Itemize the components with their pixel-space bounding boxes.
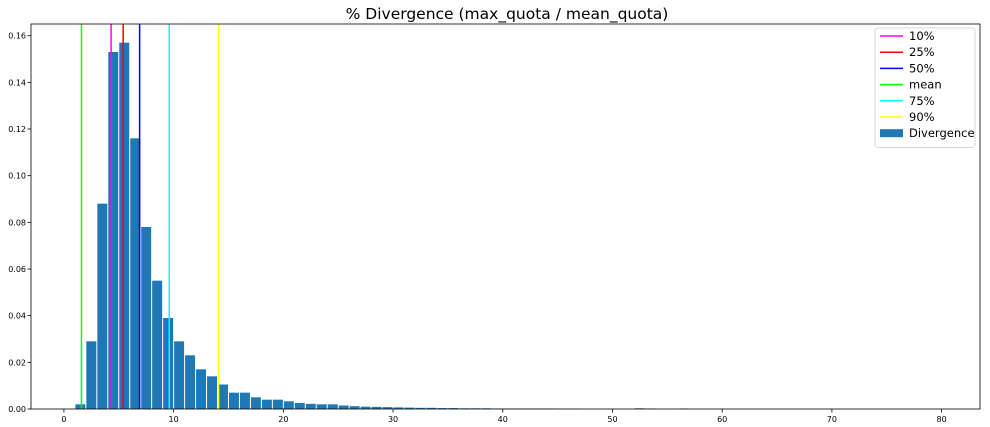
histogram-bar [382, 407, 393, 409]
legend-label: mean [909, 78, 942, 92]
histogram-bar [108, 52, 119, 409]
histogram-bar [239, 392, 250, 409]
histogram-bar [437, 408, 448, 409]
legend-label: 10% [909, 29, 935, 43]
histogram-bar [426, 407, 437, 409]
histogram-bar [305, 403, 316, 409]
histogram-bar [415, 407, 426, 409]
histogram-bar [316, 404, 327, 409]
histogram-bar [283, 401, 294, 409]
y-tick-label: 0.12 [8, 125, 26, 134]
plot-background [31, 24, 980, 409]
histogram-bar [97, 203, 108, 409]
histogram-bar [174, 341, 185, 409]
histogram-bar [141, 227, 152, 409]
y-tick-label: 0.16 [8, 32, 26, 41]
histogram-bar [349, 406, 360, 409]
histogram-bar [75, 404, 86, 409]
histogram-bar [207, 376, 218, 409]
legend-label: 90% [909, 110, 935, 124]
y-tick-label: 0.10 [8, 172, 26, 181]
x-tick-label: 50 [607, 415, 617, 424]
x-tick-label: 60 [717, 415, 727, 424]
legend: 10% 25% 50% mean 75% 90% Divergence [874, 27, 976, 148]
legend-label: 75% [909, 94, 935, 108]
legend-patch-swatch [880, 129, 903, 138]
legend-label: Divergence [909, 126, 975, 140]
histogram-bar [185, 355, 196, 409]
legend-label: 25% [909, 45, 935, 59]
histogram-bar [338, 405, 349, 409]
histogram-bar [130, 138, 141, 409]
histogram-bar [86, 341, 97, 409]
plot-area [30, 23, 981, 410]
x-axis: 0 10 20 30 40 50 60 70 80 [61, 409, 947, 424]
histogram-bar [360, 406, 371, 409]
legend-label: 50% [909, 61, 935, 75]
x-tick-label: 0 [61, 415, 66, 424]
y-tick-label: 0.04 [8, 312, 26, 321]
histogram-bar [393, 407, 404, 409]
histogram-bar [250, 397, 261, 409]
histogram-bar [261, 399, 272, 409]
y-tick-label: 0.02 [8, 358, 26, 367]
histogram-bar [404, 407, 415, 409]
x-tick-label: 80 [937, 415, 947, 424]
y-axis: 0.00 0.02 0.04 0.06 0.08 0.10 0.12 0.14 0.16 [8, 32, 31, 414]
histogram-bar [152, 280, 163, 409]
plot-border [30, 23, 981, 410]
histogram-bar [294, 402, 305, 409]
histogram-bar [196, 369, 207, 409]
y-tick-label: 0.14 [8, 78, 26, 87]
y-tick-label: 0.00 [8, 405, 26, 414]
histogram-bar [371, 406, 382, 409]
histogram-bar [327, 404, 338, 409]
histogram-bar [272, 399, 283, 409]
chart-title: % Divergence (max_quota / mean_quota) [346, 5, 669, 24]
reference-lines-group [80, 24, 220, 409]
y-tick-label: 0.06 [8, 265, 26, 274]
x-tick-label: 70 [827, 415, 837, 424]
x-tick-label: 30 [388, 415, 398, 424]
x-tick-label: 40 [498, 415, 508, 424]
histogram-bar [228, 392, 239, 409]
histogram-bar [119, 42, 130, 410]
histogram-bar [448, 408, 459, 409]
x-tick-label: 20 [278, 415, 288, 424]
y-tick-label: 0.08 [8, 218, 26, 227]
histogram-bar [218, 384, 228, 409]
histogram-bar [163, 318, 174, 409]
x-tick-label: 10 [169, 415, 179, 424]
